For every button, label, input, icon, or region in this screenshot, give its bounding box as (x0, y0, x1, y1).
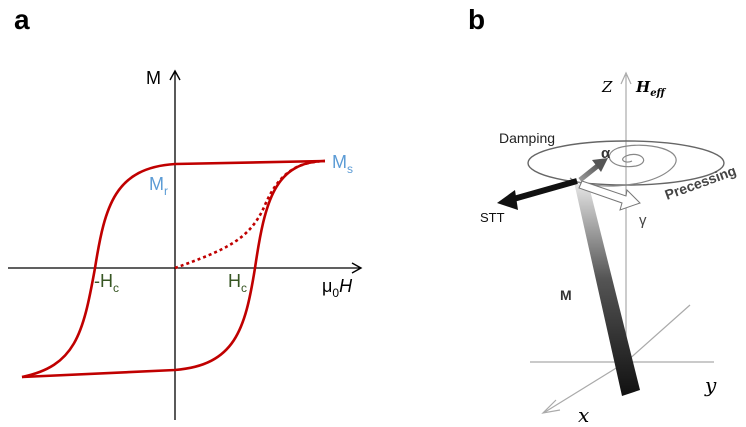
panel-letter-a: a (14, 4, 30, 35)
initial-magnetization-curve (174, 159, 326, 270)
hc-label: Hc (228, 271, 247, 295)
panel-letter-b: b (468, 4, 486, 35)
x-axis-arrowhead (541, 399, 561, 414)
hysteresis-upper-branch (21, 159, 326, 379)
alpha-arrow-shaft (578, 162, 602, 182)
axis-x-label: μ0H (322, 276, 353, 300)
stt-label: STT (480, 210, 505, 225)
hysteresis-panel: M μ0H Ms Mr -Hc Hc (8, 68, 363, 420)
precession-panel: Z Heff Damping α Precessing STT γ M y x (480, 71, 738, 427)
mr-label: Mr (149, 174, 168, 198)
stt-arrowhead (497, 190, 518, 210)
axis-y-label: M (146, 68, 161, 88)
damping-label: Damping (499, 130, 555, 146)
damping-spiral (569, 144, 677, 187)
z-label: Z (601, 78, 613, 96)
alpha-arrowhead (592, 158, 608, 172)
alpha-label: α (601, 145, 611, 162)
heff-label: Heff (635, 78, 667, 99)
hysteresis-lower-branch (21, 159, 326, 379)
stt-arrow-shaft (509, 178, 578, 203)
z-axis-arrowhead (620, 71, 632, 85)
gamma-arrow (578, 180, 641, 211)
magnetization-vector (574, 182, 640, 396)
y-axis-label: y (704, 373, 717, 397)
x-axis-3d (544, 361, 627, 413)
x-axis-label: x (578, 403, 589, 427)
gamma-label: γ (639, 212, 647, 229)
m-vector-label: M (560, 287, 572, 303)
diagonal-axis (625, 304, 691, 363)
negative-hc-label: -Hc (94, 271, 119, 295)
ms-label: Ms (332, 152, 353, 176)
